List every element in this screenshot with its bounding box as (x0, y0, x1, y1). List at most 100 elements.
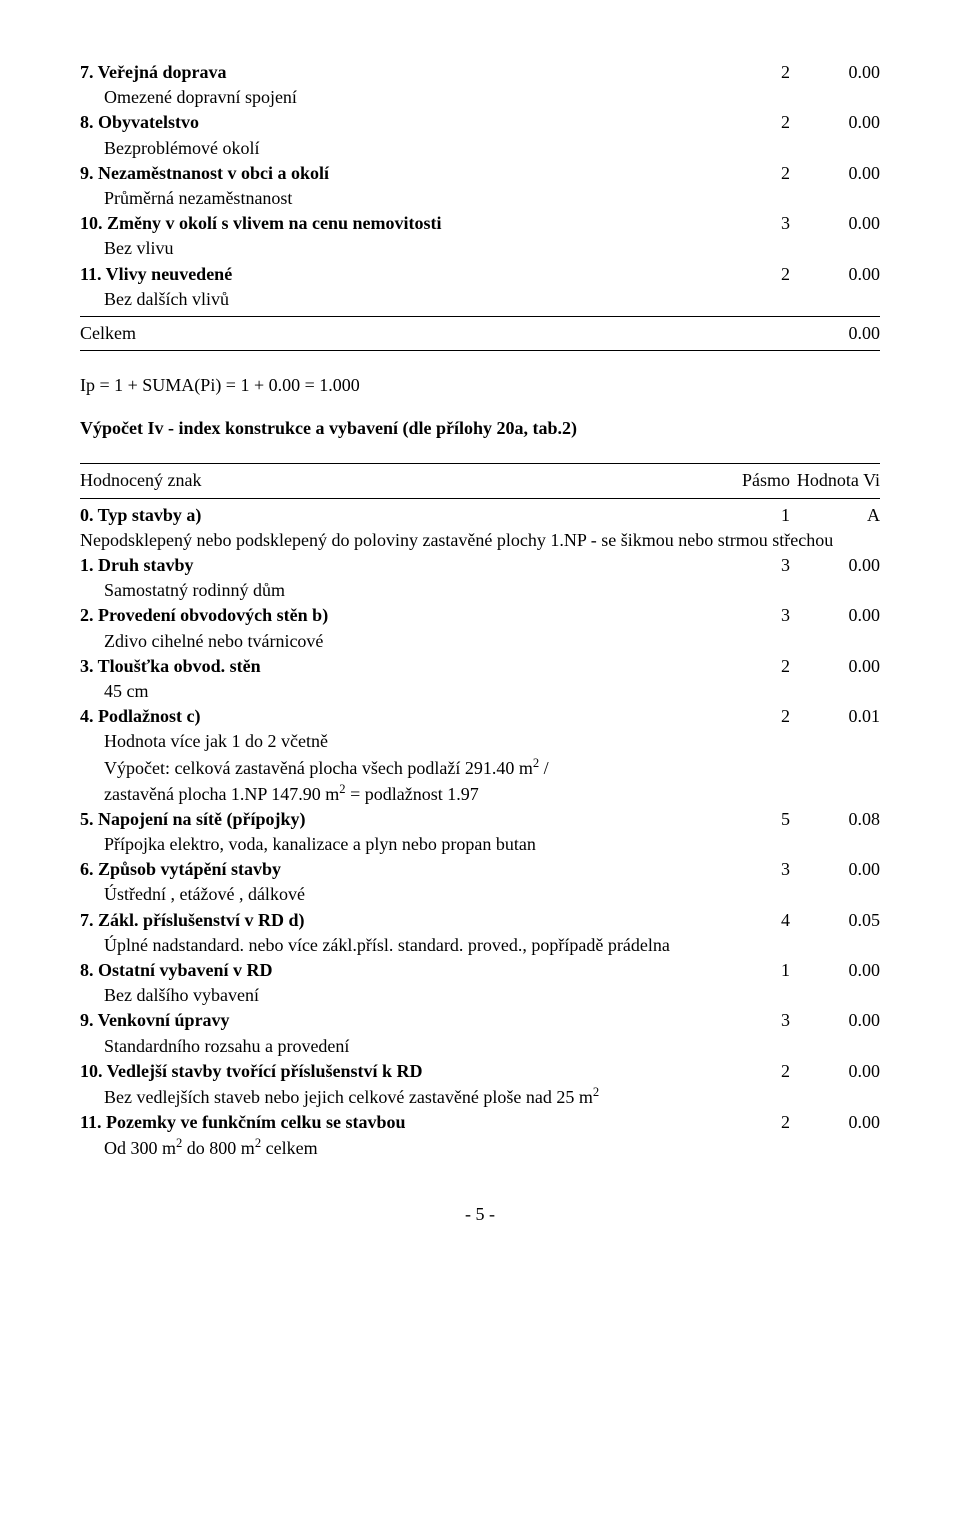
iv-item-10-subA: Bez vedlejších staveb nebo jejich celkov… (104, 1087, 593, 1107)
top-item-4-sub: Bez dalších vlivů (80, 287, 880, 312)
top-item-2-head: 9. Nezaměstnanost v obci a okolí20.00 (80, 161, 880, 186)
top-item-2-label: 9. Nezaměstnanost v obci a okolí (80, 161, 710, 186)
iv-header-a: Pásmo (710, 468, 790, 493)
iv-item-11-sub: Od 300 m2 do 800 m2 celkem (80, 1135, 880, 1161)
iv-item-10-head: 10. Vedlejší stavby tvořící příslušenstv… (80, 1059, 880, 1084)
iv-item-4-label: 4. Podlažnost c) (80, 704, 710, 729)
iv-item-1-b: 0.00 (790, 553, 880, 578)
iv-item-8-b: 0.00 (790, 958, 880, 983)
top-item-1-head: 8. Obyvatelstvo20.00 (80, 110, 880, 135)
iv-item-11-head: 11. Pozemky ve funkčním celku se stavbou… (80, 1110, 880, 1135)
iv-item-9-head: 9. Venkovní úpravy30.00 (80, 1008, 880, 1033)
iv-item-7-a: 4 (710, 908, 790, 933)
iv-item-6-sub: Ústřední , etážové , dálkové (80, 882, 880, 907)
iv-item-10-sub: Bez vedlejších staveb nebo jejich celkov… (80, 1084, 880, 1110)
iv-item-6-head: 6. Způsob vytápění stavby30.00 (80, 857, 880, 882)
iv-item-6-b: 0.00 (790, 857, 880, 882)
celkem-label: Celkem (80, 321, 710, 346)
iv-item-4-sub2b: / (539, 758, 549, 778)
iv-title: Výpočet Iv - index konstrukce a vybavení… (80, 416, 880, 441)
iv-item-4-sub1: Hodnota více jak 1 do 2 včetně (80, 729, 880, 754)
iv-header-b: Hodnota Vi (790, 468, 880, 493)
top-item-3-a: 3 (710, 211, 790, 236)
iv-item-9-b: 0.00 (790, 1008, 880, 1033)
iv-item-11-b: 0.00 (790, 1110, 880, 1135)
top-item-0-sub: Omezené dopravní spojení (80, 85, 880, 110)
iv-item-2-label: 2. Provedení obvodových stěn b) (80, 603, 710, 628)
iv-item-7-b: 0.05 (790, 908, 880, 933)
iv-item-2-b: 0.00 (790, 603, 880, 628)
iv-item-11-subB: do 800 m (182, 1138, 255, 1158)
iv-item-7-head: 7. Zákl. příslušenství v RD d)40.05 (80, 908, 880, 933)
divider (80, 463, 880, 464)
top-item-0-b: 0.00 (790, 60, 880, 85)
iv-item-7-sub: Úplné nadstandard. nebo více zákl.přísl.… (80, 933, 880, 958)
top-item-2-a: 2 (710, 161, 790, 186)
top-item-3-head: 10. Změny v okolí s vlivem na cenu nemov… (80, 211, 880, 236)
top-item-3-sub: Bez vlivu (80, 236, 880, 261)
iv-item-5-a: 5 (710, 807, 790, 832)
iv-item-4-sub3b: = podlažnost 1.97 (346, 784, 479, 804)
iv-item-5-label: 5. Napojení na sítě (přípojky) (80, 807, 710, 832)
iv-item-0-b: A (790, 503, 880, 528)
top-item-1-sub: Bezproblémové okolí (80, 136, 880, 161)
iv-item-5-head: 5. Napojení na sítě (přípojky)50.08 (80, 807, 880, 832)
iv-item-9-label: 9. Venkovní úpravy (80, 1008, 710, 1033)
iv-item-1-label: 1. Druh stavby (80, 553, 710, 578)
top-item-3-label: 10. Změny v okolí s vlivem na cenu nemov… (80, 211, 710, 236)
iv-item-10-label: 10. Vedlejší stavby tvořící příslušenstv… (80, 1059, 710, 1084)
top-item-1-a: 2 (710, 110, 790, 135)
top-item-2-b: 0.00 (790, 161, 880, 186)
iv-item-4-head: 4. Podlažnost c) 2 0.01 (80, 704, 880, 729)
iv-item-2-a: 3 (710, 603, 790, 628)
iv-header-row: Hodnocený znak Pásmo Hodnota Vi (80, 468, 880, 493)
iv-item-4-sub2: Výpočet: celková zastavěná plocha všech … (80, 755, 880, 781)
iv-item-11-label: 11. Pozemky ve funkčním celku se stavbou (80, 1110, 710, 1135)
iv-item-1-a: 3 (710, 553, 790, 578)
top-item-4-a: 2 (710, 262, 790, 287)
divider (80, 316, 880, 317)
top-item-2-sub: Průměrná nezaměstnanost (80, 186, 880, 211)
iv-item-0-head: 0. Typ stavby a) 1 A (80, 503, 880, 528)
iv-item-2-sub: Zdivo cihelné nebo tvárnicové (80, 629, 880, 654)
iv-item-3-a: 2 (710, 654, 790, 679)
iv-item-0-a: 1 (710, 503, 790, 528)
top-item-0-a: 2 (710, 60, 790, 85)
iv-item-4-sub3a: zastavěná plocha 1.NP 147.90 m (104, 784, 339, 804)
iv-item-4-sub3: zastavěná plocha 1.NP 147.90 m2 = podlaž… (80, 781, 880, 807)
iv-item-3-b: 0.00 (790, 654, 880, 679)
iv-list: 1. Druh stavby30.00Samostatný rodinný dů… (80, 553, 880, 704)
iv-item-6-label: 6. Způsob vytápění stavby (80, 857, 710, 882)
divider (80, 498, 880, 499)
top-item-0-label: 7. Veřejná doprava (80, 60, 710, 85)
sup-2: 2 (593, 1085, 599, 1099)
celkem-row: Celkem 0.00 (80, 321, 880, 346)
iv-item-4-a: 2 (710, 704, 790, 729)
iv-item-6-a: 3 (710, 857, 790, 882)
iv-item-2-head: 2. Provedení obvodových stěn b)30.00 (80, 603, 880, 628)
top-item-3-b: 0.00 (790, 211, 880, 236)
iv-item-10-b: 0.00 (790, 1059, 880, 1084)
iv-item-9-sub: Standardního rozsahu a provedení (80, 1034, 880, 1059)
iv-item-1-head: 1. Druh stavby30.00 (80, 553, 880, 578)
iv-item-8-label: 8. Ostatní vybavení v RD (80, 958, 710, 983)
iv-item-3-head: 3. Tloušťka obvod. stěn20.00 (80, 654, 880, 679)
divider (80, 350, 880, 351)
iv-item-0-label: 0. Typ stavby a) (80, 503, 710, 528)
iv-item-11-subA: Od 300 m (104, 1138, 176, 1158)
top-list: 7. Veřejná doprava20.00Omezené dopravní … (80, 60, 880, 312)
top-item-4-b: 0.00 (790, 262, 880, 287)
top-item-0-head: 7. Veřejná doprava20.00 (80, 60, 880, 85)
top-item-1-b: 0.00 (790, 110, 880, 135)
ip-line: Ip = 1 + SUMA(Pi) = 1 + 0.00 = 1.000 (80, 373, 880, 398)
iv-item-8-a: 1 (710, 958, 790, 983)
celkem-value: 0.00 (790, 321, 880, 346)
iv-item-1-sub: Samostatný rodinný dům (80, 578, 880, 603)
page-footer: - 5 - (80, 1202, 880, 1227)
iv-item-8-head: 8. Ostatní vybavení v RD10.00 (80, 958, 880, 983)
iv-rest-list: 5. Napojení na sítě (přípojky)50.08Přípo… (80, 807, 880, 1059)
iv-item-0-sub: Nepodsklepený nebo podsklepený do polovi… (80, 528, 880, 553)
iv-item-10-a: 2 (710, 1059, 790, 1084)
iv-item-5-sub: Přípojka elektro, voda, kanalizace a ply… (80, 832, 880, 857)
iv-item-11-a: 2 (710, 1110, 790, 1135)
